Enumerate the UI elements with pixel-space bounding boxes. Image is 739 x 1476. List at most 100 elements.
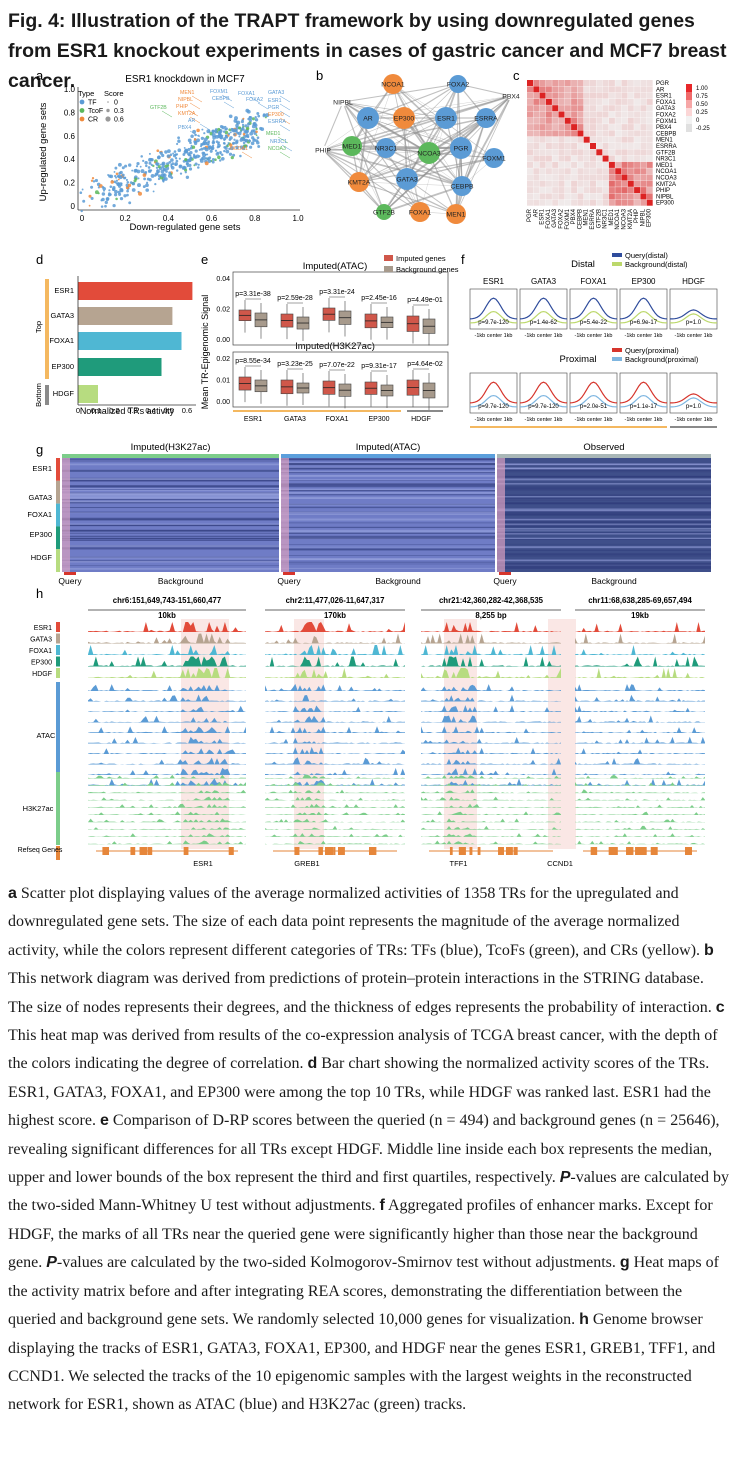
heatmap-cell <box>583 193 590 200</box>
panel-a-letter: a <box>36 68 44 83</box>
heatmap-cell <box>577 199 584 206</box>
heatmap-cell <box>527 105 533 112</box>
g-heatmap-stripe <box>497 471 711 473</box>
heatmap-cell <box>552 92 559 99</box>
d-bar <box>78 358 162 376</box>
heatmap-cell <box>621 180 628 187</box>
a-point <box>146 181 149 184</box>
a-label-leader <box>221 94 233 102</box>
heatmap-cell <box>533 161 540 168</box>
heatmap-cell <box>615 86 622 93</box>
a-point <box>232 128 237 133</box>
network-node <box>376 204 392 220</box>
a-point <box>235 139 239 143</box>
h-track-signal <box>88 748 246 754</box>
network-node <box>342 136 362 156</box>
heatmap-cell <box>640 174 647 181</box>
heatmap-cell <box>608 124 615 131</box>
a-label: NCOA1 <box>230 146 248 152</box>
h-track-signal <box>88 656 246 667</box>
a-label-leader <box>161 110 173 118</box>
a-point <box>208 145 212 149</box>
e-xtick: ESR1 <box>244 416 262 423</box>
heatmap-cell <box>608 199 615 206</box>
heatmap-cell <box>545 86 552 93</box>
a-ytick: 1.0 <box>64 85 76 94</box>
a-point <box>182 153 186 156</box>
heatmap-colorscale: 1.00 0.75 0.50 0.25 0 -0.25 <box>686 84 710 132</box>
g-heatmap-stripe <box>281 479 495 481</box>
e-ytick: 0.02 <box>216 307 230 314</box>
heatmap-cell <box>533 193 540 200</box>
heatmap-cell <box>564 111 571 118</box>
caption-d-text: Bar chart showing the normalized activit… <box>8 1055 711 1130</box>
heatmap-cell <box>571 98 578 105</box>
heatmap-cell <box>527 193 533 200</box>
h-exon <box>228 847 234 855</box>
h-track-signal <box>88 778 246 786</box>
a-point <box>90 185 94 189</box>
a-point <box>219 134 222 137</box>
e-pvalue: p=3.31e-38 <box>235 291 271 298</box>
h-track-signal <box>265 811 405 815</box>
heatmap-cell <box>640 124 647 131</box>
d-bar <box>78 332 182 350</box>
network-node <box>484 148 504 168</box>
h-track-signal <box>265 645 405 655</box>
heatmap-cell <box>640 105 647 112</box>
heatmap-cell <box>533 136 540 143</box>
heatmap-cell <box>615 168 622 175</box>
network-node-label: MEN1 <box>447 212 466 219</box>
heatmap-cell <box>646 92 653 99</box>
h-exon <box>183 847 189 855</box>
heatmap-cell <box>646 124 653 131</box>
e-frame <box>232 271 449 346</box>
heatmap-cell <box>646 187 653 194</box>
e-xtick: EP300 <box>368 416 389 423</box>
caption-e-letter: e <box>99 1112 109 1130</box>
a-point <box>175 159 179 163</box>
heatmap-cell <box>596 80 603 86</box>
heatmap-cell <box>564 105 571 112</box>
heatmap-cell <box>627 86 634 93</box>
network-edge <box>383 117 447 213</box>
f-pvalue: p=9.7e-120 <box>478 320 509 326</box>
heatmap-cell <box>558 130 565 137</box>
heatmap-cell <box>646 105 653 112</box>
h-track-signal <box>265 656 405 667</box>
heatmap-cell <box>596 98 603 105</box>
a-point <box>90 179 94 182</box>
panel-a-axes: 0 0.2 0.4 0.6 0.8 1.0 0 0.2 0.4 0.6 0.8 1.0 <box>64 85 304 223</box>
network-edge <box>358 157 495 183</box>
network-edge <box>322 101 344 151</box>
heatmap-cell <box>577 92 584 99</box>
a-point <box>105 197 109 201</box>
heatmap-cell <box>577 111 584 118</box>
heatmap-cell <box>602 180 609 187</box>
h-track-signal <box>575 705 705 712</box>
network-edge <box>428 152 457 215</box>
g-heatmap-stripe <box>281 558 495 560</box>
a-point <box>171 162 175 166</box>
heatmap-cell <box>602 105 609 112</box>
a-point <box>140 169 145 174</box>
g-query-marker <box>499 572 511 575</box>
heatmap-cell <box>539 155 546 162</box>
g-query-column <box>62 458 70 572</box>
network-edge <box>342 83 459 103</box>
a-point <box>128 201 132 205</box>
g-heatmap-stripe <box>497 515 711 516</box>
heatmap-cell <box>621 193 628 200</box>
a-point <box>117 184 122 188</box>
a-point <box>215 140 219 144</box>
heatmap-col-label: MEN1 <box>584 208 590 225</box>
h-track-signal <box>575 811 705 815</box>
e-pvalue: p=9.31e-17 <box>361 363 397 370</box>
heatmap-col-label: NIPBL <box>640 208 646 226</box>
g-heatmap-stripe <box>62 460 279 462</box>
a-label: ESR1 <box>268 98 282 104</box>
a-point <box>94 178 98 183</box>
g-heatmap-stripe <box>62 545 279 547</box>
g-heatmap-stripe <box>281 506 495 509</box>
heatmap-cell <box>596 136 603 143</box>
